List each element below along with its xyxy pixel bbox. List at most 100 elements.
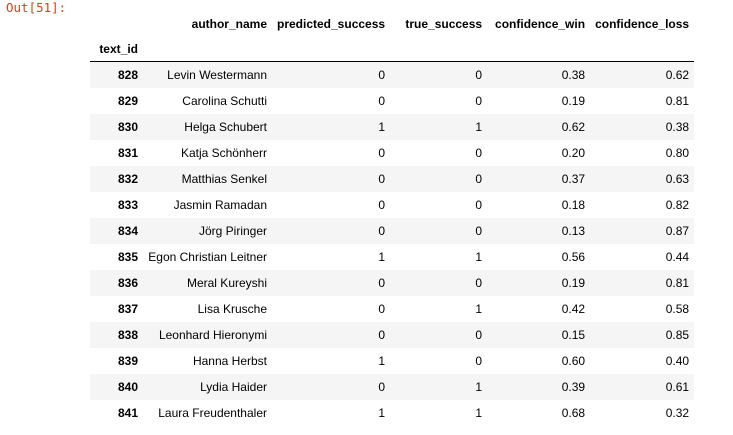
confidence-loss-cell: 0.40: [665, 354, 690, 368]
author-name-cell: Meral Kureyshi: [186, 276, 267, 290]
table-row: 840 Lydia Haider 0 1 0.39 0.61: [90, 374, 695, 400]
table-row: 828 Levin Westermann 0 0 0.38 0.62: [90, 61, 695, 88]
column-header-predicted-success: predicted_success: [277, 16, 386, 31]
index-header-blank-cell: [272, 36, 390, 62]
confidence-loss-cell: 0.61: [665, 380, 690, 394]
true-success-cell: 0: [475, 198, 483, 212]
true-success-cell: 1: [475, 302, 483, 316]
confidence-win-cell: 0.39: [561, 380, 586, 394]
row-index-cell: 829: [117, 94, 138, 108]
confidence-win-cell: 0.42: [561, 302, 586, 316]
row-index-cell: 836: [117, 276, 138, 290]
row-index-cell: 840: [117, 380, 138, 394]
author-name-cell: Matthias Senkel: [181, 172, 267, 186]
true-success-cell: 0: [475, 354, 483, 368]
predicted-success-cell: 1: [378, 250, 386, 264]
confidence-loss-cell: 0.38: [665, 120, 690, 134]
index-header-blank-cell: [487, 36, 590, 62]
predicted-success-cell: 0: [378, 328, 386, 342]
confidence-loss-cell: 0.63: [665, 172, 690, 186]
column-header-row: author_name predicted_success true_succe…: [90, 11, 694, 36]
table-body: 828 Levin Westermann 0 0 0.38 0.62 829 Carolina…: [90, 61, 695, 427]
row-index-cell: 835: [117, 250, 138, 264]
confidence-loss-cell: 0.58: [665, 302, 690, 316]
confidence-win-cell: 0.60: [561, 354, 586, 368]
confidence-win-cell: 0.18: [561, 198, 586, 212]
confidence-win-cell: 0.37: [561, 172, 586, 186]
table-row: 838 Leonhard Hieronymi 0 0 0.15 0.85: [90, 322, 695, 348]
predicted-success-cell: 0: [378, 224, 386, 238]
predicted-success-cell: 0: [378, 146, 386, 160]
confidence-win-cell: 0.15: [561, 328, 586, 342]
predicted-success-cell: 1: [378, 354, 386, 368]
table-row: 832 Matthias Senkel 0 0 0.37 0.63: [90, 166, 695, 192]
column-header-confidence-win: confidence_win: [495, 16, 586, 31]
predicted-success-cell: 0: [378, 276, 386, 290]
confidence-win-cell: 0.38: [561, 68, 586, 82]
author-name-cell: Hanna Herbst: [192, 354, 267, 368]
confidence-loss-cell: 0.62: [665, 68, 690, 82]
output-prompt: Out[51]:: [6, 0, 67, 15]
table-header: author_name predicted_success true_succe…: [90, 11, 695, 62]
column-header-confidence-loss: confidence_loss: [595, 16, 690, 31]
author-name-cell: Egon Christian Leitner: [148, 250, 267, 264]
table-row: 830 Helga Schubert 1 1 0.62 0.38: [90, 114, 695, 140]
predicted-success-cell: 0: [378, 172, 386, 186]
confidence-loss-cell: 0.80: [665, 146, 690, 160]
table-row: 839 Hanna Herbst 1 0 0.60 0.40: [90, 348, 694, 374]
confidence-win-cell: 0.13: [561, 224, 586, 238]
table-row: 835 Egon Christian Leitner 1 1 0.56 0.44: [90, 244, 694, 270]
author-name-cell: Lydia Haider: [200, 380, 267, 394]
table-row: 837 Lisa Krusche 0 1 0.42 0.58: [90, 296, 694, 322]
dataframe-table: author_name predicted_success true_succe…: [90, 11, 695, 427]
author-name-cell: Leonhard Hieronymi: [158, 328, 267, 342]
row-index-cell: 837: [117, 302, 138, 316]
true-success-cell: 1: [475, 406, 483, 420]
author-name-cell: Jasmin Ramadan: [173, 198, 267, 212]
index-header-blank-cell: [390, 36, 487, 62]
true-success-cell: 1: [475, 250, 483, 264]
predicted-success-cell: 1: [378, 120, 386, 134]
row-index-cell: 839: [117, 354, 138, 368]
confidence-loss-cell: 0.81: [665, 276, 690, 290]
confidence-loss-cell: 0.44: [665, 250, 690, 264]
author-name-cell: Katja Schönherr: [180, 146, 267, 160]
corner-blank-cell: [90, 11, 143, 36]
confidence-loss-cell: 0.87: [665, 224, 690, 238]
row-index-cell: 841: [117, 406, 138, 420]
column-header-author-name: author_name: [191, 16, 267, 31]
table-row: 829 Carolina Schutti 0 0 0.19 0.81: [90, 88, 694, 114]
predicted-success-cell: 0: [378, 302, 386, 316]
table-row: 831 Katja Schönherr 0 0 0.20 0.80: [90, 140, 694, 166]
confidence-win-cell: 0.68: [561, 406, 586, 420]
table-row: 836 Meral Kureyshi 0 0 0.19 0.81: [90, 270, 695, 296]
row-index-cell: 834: [117, 224, 138, 238]
index-header-blank-cell: [590, 36, 694, 62]
author-name-cell: Laura Freudenthaler: [158, 406, 267, 420]
confidence-win-cell: 0.62: [561, 120, 586, 134]
index-name-header: text_id: [99, 41, 138, 56]
index-header-row: text_id: [90, 36, 695, 62]
table-row: 834 Jörg Piringer 0 0 0.13 0.87: [90, 218, 695, 244]
predicted-success-cell: 1: [378, 406, 386, 420]
confidence-loss-cell: 0.32: [665, 406, 690, 420]
true-success-cell: 1: [475, 120, 483, 134]
confidence-win-cell: 0.19: [561, 276, 586, 290]
true-success-cell: 1: [475, 380, 483, 394]
confidence-win-cell: 0.20: [561, 146, 586, 160]
true-success-cell: 0: [475, 328, 483, 342]
predicted-success-cell: 0: [378, 198, 386, 212]
predicted-success-cell: 0: [378, 380, 386, 394]
confidence-win-cell: 0.56: [561, 250, 586, 264]
row-index-cell: 833: [117, 198, 138, 212]
true-success-cell: 0: [475, 146, 483, 160]
true-success-cell: 0: [475, 276, 483, 290]
confidence-win-cell: 0.19: [561, 94, 586, 108]
author-name-cell: Levin Westermann: [167, 68, 267, 82]
confidence-loss-cell: 0.85: [665, 328, 690, 342]
row-index-cell: 828: [117, 68, 138, 82]
confidence-loss-cell: 0.82: [665, 198, 690, 212]
author-name-cell: Helga Schubert: [184, 120, 267, 134]
row-index-cell: 832: [117, 172, 138, 186]
author-name-cell: Lisa Krusche: [197, 302, 267, 316]
